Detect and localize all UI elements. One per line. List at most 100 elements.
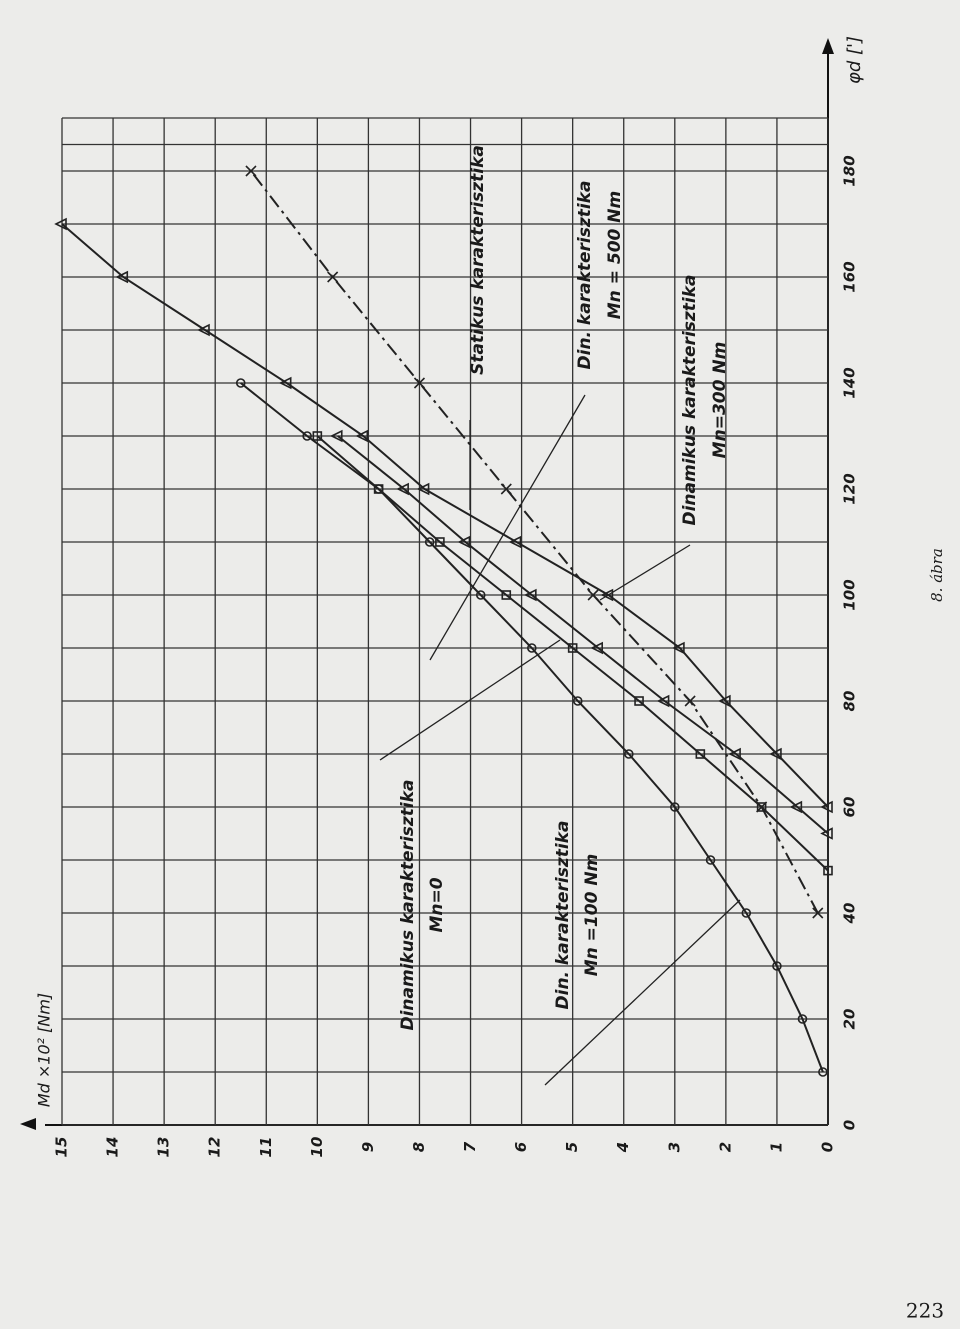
y-tick-label: 13 bbox=[155, 1137, 173, 1158]
y-tick-label: 8 bbox=[410, 1142, 428, 1152]
point bbox=[329, 429, 343, 443]
point bbox=[567, 643, 578, 653]
y-tick-label: 9 bbox=[359, 1142, 377, 1152]
y-tick-label: 5 bbox=[563, 1142, 581, 1152]
page-number: 223 bbox=[906, 1299, 944, 1323]
point bbox=[705, 855, 716, 865]
point bbox=[501, 590, 512, 600]
point bbox=[373, 484, 384, 494]
y-tick-label: 4 bbox=[614, 1142, 632, 1153]
point bbox=[728, 747, 741, 761]
point bbox=[312, 431, 323, 441]
series-line bbox=[61, 223, 829, 808]
x-tick-label: 160 bbox=[841, 261, 859, 292]
point bbox=[818, 1067, 828, 1077]
point bbox=[769, 747, 782, 761]
x-tick-label: 140 bbox=[841, 367, 859, 398]
point bbox=[656, 694, 670, 708]
point bbox=[756, 802, 767, 812]
y-tick-label: 14 bbox=[104, 1137, 122, 1158]
annotation: Mn =100 Nm bbox=[582, 854, 602, 977]
point bbox=[756, 801, 768, 813]
point bbox=[718, 694, 731, 708]
point bbox=[590, 641, 604, 655]
x-axis-arrow bbox=[822, 38, 834, 54]
annotation: Din. karakterisztika bbox=[553, 821, 573, 1010]
leader-line bbox=[544, 899, 741, 1086]
series-line bbox=[337, 435, 829, 835]
point bbox=[435, 537, 445, 547]
y-tick-label: 10 bbox=[308, 1137, 326, 1158]
point bbox=[812, 907, 824, 919]
point bbox=[396, 482, 409, 496]
point bbox=[684, 695, 696, 707]
annotation: Mn = 500 Nm bbox=[605, 191, 625, 319]
series-line bbox=[316, 435, 829, 872]
x-tick-label: 100 bbox=[841, 579, 859, 610]
y-tick-label: 3 bbox=[665, 1142, 683, 1152]
x-tick-label: 40 bbox=[841, 903, 859, 925]
x-tick-label: 20 bbox=[841, 1009, 859, 1030]
point bbox=[587, 589, 599, 601]
annotation: Mn=0 bbox=[427, 877, 447, 932]
point bbox=[500, 483, 512, 495]
series-line bbox=[240, 382, 824, 1073]
y-tick-label: 15 bbox=[53, 1137, 71, 1158]
x-tick-label: 0 bbox=[841, 1120, 859, 1130]
y-tick-label: 2 bbox=[716, 1142, 734, 1152]
y-tick-label: 11 bbox=[257, 1137, 275, 1158]
annotation: Mn=300 Nm bbox=[710, 342, 730, 459]
point bbox=[624, 749, 634, 759]
point bbox=[820, 800, 833, 814]
y-tick-label: 6 bbox=[512, 1142, 530, 1152]
caption: 8. ábra bbox=[928, 548, 946, 602]
point bbox=[302, 431, 312, 441]
point bbox=[572, 696, 583, 706]
y-tick-label: 12 bbox=[206, 1137, 224, 1158]
point bbox=[527, 643, 537, 653]
point bbox=[235, 378, 246, 388]
point bbox=[823, 865, 833, 876]
y-tick-label: 1 bbox=[767, 1142, 785, 1152]
y-tick-label: 0 bbox=[819, 1142, 837, 1152]
point bbox=[820, 827, 833, 840]
y-axis-title: Md ×10² [Nm] bbox=[35, 993, 54, 1107]
point bbox=[424, 537, 435, 547]
x-axis-title: φd ['] bbox=[844, 36, 865, 84]
annotation: Dinamikus karakterisztika bbox=[398, 779, 418, 1030]
annotation: Statikus karakterisztika bbox=[468, 145, 488, 375]
point bbox=[508, 535, 522, 549]
point bbox=[245, 165, 257, 177]
x-tick-label: 60 bbox=[841, 797, 859, 818]
y-tick-label: 7 bbox=[461, 1141, 479, 1152]
point bbox=[355, 429, 369, 443]
point bbox=[524, 588, 537, 602]
point bbox=[797, 1014, 808, 1024]
leader-line bbox=[379, 639, 561, 761]
point bbox=[115, 270, 129, 284]
point bbox=[772, 961, 782, 971]
point bbox=[741, 908, 752, 918]
series-line bbox=[250, 170, 819, 914]
point bbox=[54, 217, 67, 231]
x-tick-label: 180 bbox=[841, 155, 859, 186]
point bbox=[197, 323, 210, 337]
point bbox=[416, 482, 430, 496]
point bbox=[600, 588, 614, 602]
point bbox=[475, 590, 486, 600]
leader-line bbox=[599, 544, 691, 601]
y-axis-arrow bbox=[20, 1118, 36, 1130]
point bbox=[278, 376, 292, 390]
point bbox=[327, 271, 339, 283]
point bbox=[669, 802, 680, 812]
annotation: Dinamikus karakterisztika bbox=[680, 274, 700, 525]
leader-line bbox=[429, 394, 586, 661]
point bbox=[789, 800, 803, 814]
x-tick-label: 120 bbox=[841, 473, 859, 504]
point bbox=[695, 749, 706, 759]
x-tick-label: 80 bbox=[841, 691, 859, 712]
point bbox=[413, 377, 426, 389]
point bbox=[457, 535, 471, 549]
